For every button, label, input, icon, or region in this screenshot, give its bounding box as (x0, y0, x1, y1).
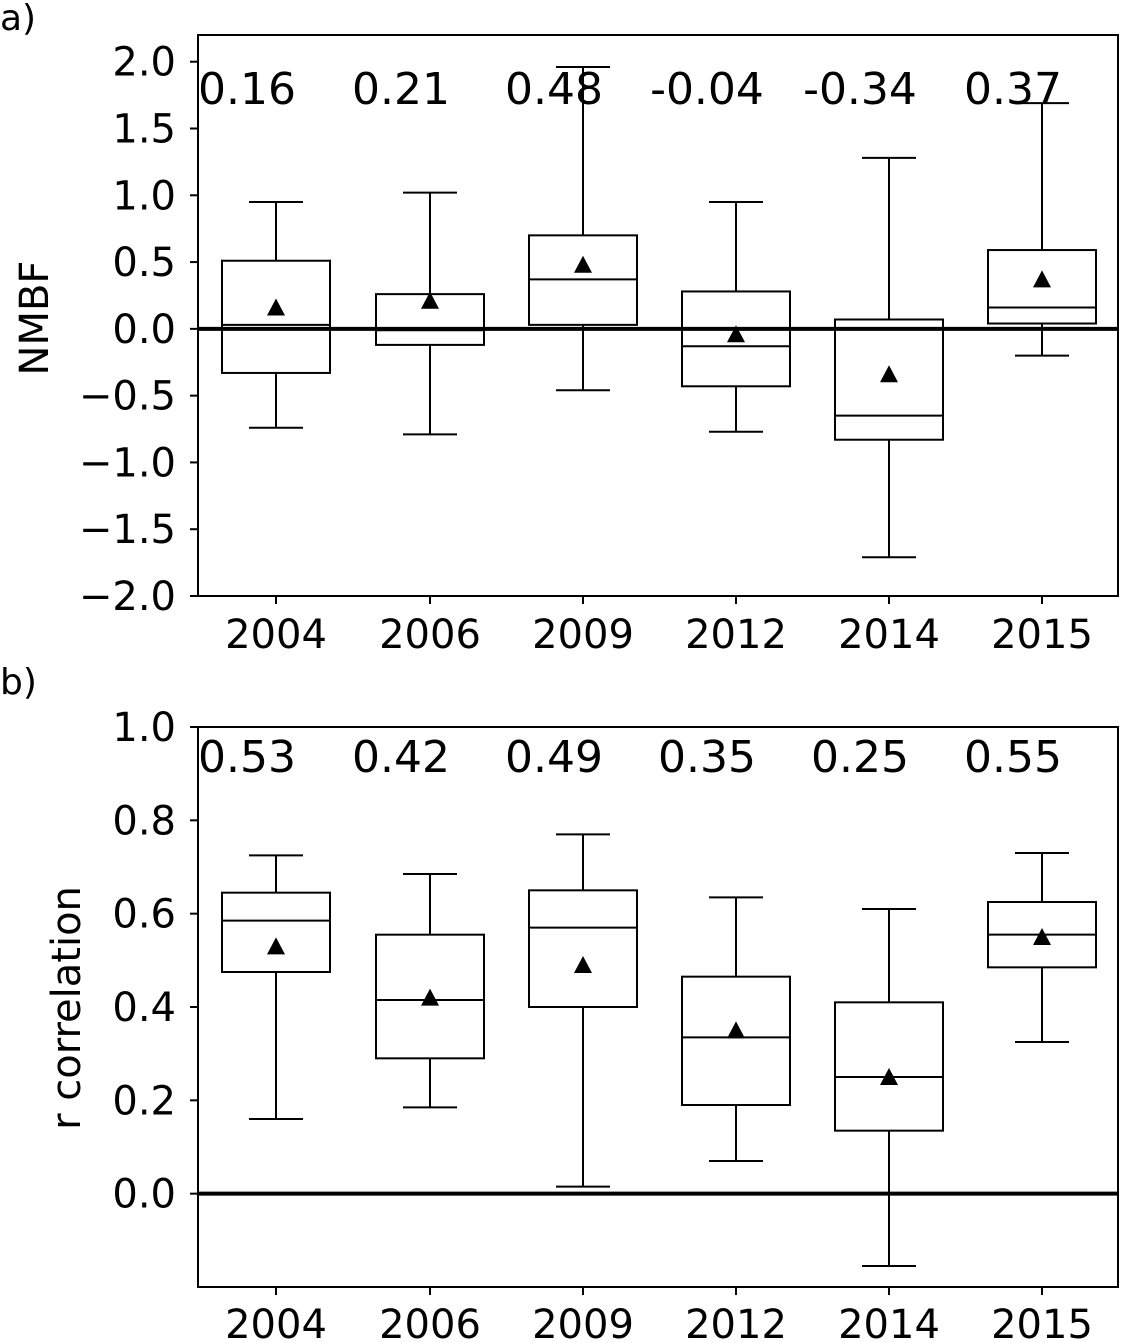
y-axis-label: NMBF (12, 261, 58, 376)
x-tick-label: 2006 (379, 612, 481, 658)
panel-b: b) r correlation 0.0 0.2 0.4 0.6 0.8 1.0 2004 0… (0, 662, 1119, 1343)
mean-annotation: -0.04 (650, 64, 764, 115)
y-tick-label: −2.0 (79, 574, 176, 620)
mean-marker (727, 1021, 745, 1039)
mean-annotation: 0.55 (964, 732, 1062, 783)
y-tick-label: −1.5 (79, 507, 176, 553)
iqr-box (221, 259, 331, 374)
mean-annotation: 0.42 (352, 732, 450, 783)
mean-marker (880, 1068, 898, 1085)
y-tick-label: 0.6 (112, 892, 176, 938)
iqr-box (681, 975, 791, 1107)
box-2006 (375, 191, 485, 436)
mean-marker (267, 298, 285, 316)
x-tick-label: 2014 (838, 612, 940, 658)
iqr-box (834, 318, 944, 441)
mean-annotation: -0.34 (803, 64, 917, 115)
box-2014 (834, 156, 944, 559)
box-2014 (834, 908, 944, 1267)
box-2009 (528, 66, 638, 392)
box-2006 (375, 873, 485, 1109)
box-2004 (221, 200, 331, 429)
mean-annotation: 0.49 (505, 732, 603, 783)
mean-marker (421, 291, 439, 309)
y-tick-label: 0.8 (112, 798, 176, 844)
mean-marker (880, 365, 898, 383)
plot-frame (197, 34, 1119, 597)
mean-annotation: 0.37 (964, 64, 1062, 115)
mean-marker (574, 956, 592, 973)
box-2004 (221, 854, 331, 1120)
y-tick-label: 1.0 (112, 173, 176, 219)
iqr-box (528, 889, 638, 1008)
panel-label: b) (0, 662, 37, 703)
y-tick-label: 2.0 (112, 40, 176, 86)
y-tick-label: 0.4 (112, 985, 176, 1031)
mean-annotation: 0.25 (811, 732, 909, 783)
mean-marker (421, 988, 439, 1006)
y-tick-label: 0.5 (112, 240, 176, 286)
mean-marker (574, 255, 592, 273)
iqr-box (987, 249, 1097, 325)
x-tick-label: 2004 (225, 1302, 327, 1343)
y-tick-label: −0.5 (79, 374, 176, 420)
x-tick-label: 2004 (225, 612, 327, 658)
plot-frame (197, 726, 1119, 1288)
y-axis-label: r correlation (44, 886, 90, 1130)
y-tick-label: 0.0 (112, 307, 176, 353)
box-2015 (987, 102, 1097, 357)
box-2012 (681, 896, 791, 1162)
x-tick-label: 2012 (685, 612, 787, 658)
y-tick-label: 1.5 (112, 107, 176, 153)
box-2009 (528, 833, 638, 1188)
mean-annotation: 0.35 (658, 732, 756, 783)
panel-label: a) (0, 0, 36, 39)
x-tick-label: 2015 (991, 1302, 1093, 1343)
iqr-box (681, 290, 791, 388)
x-tick-label: 2009 (532, 1302, 634, 1343)
mean-annotation: 0.16 (198, 64, 296, 115)
box-2012 (681, 200, 791, 433)
iqr-box (375, 933, 485, 1060)
panel-a: a) NMBF −2.0 −1.5 −1.0 −0.5 0.0 0.5 1.0 1.5 2.0 2… (0, 0, 1119, 658)
mean-marker (1033, 270, 1051, 288)
x-tick-label: 2006 (379, 1302, 481, 1343)
x-tick-label: 2015 (991, 612, 1093, 658)
y-tick-label: 0.0 (112, 1172, 176, 1218)
y-tick-label: 1.0 (112, 705, 176, 751)
y-tick-label: −1.0 (79, 440, 176, 486)
mean-annotation: 0.48 (505, 64, 603, 115)
mean-marker (727, 325, 745, 343)
mean-annotation: 0.53 (198, 732, 296, 783)
mean-marker (267, 937, 285, 955)
iqr-box (221, 891, 331, 974)
x-tick-label: 2009 (532, 612, 634, 658)
x-tick-label: 2014 (838, 1302, 940, 1343)
box-2015 (987, 852, 1097, 1043)
y-tick-label: 0.2 (112, 1078, 176, 1124)
mean-annotation: 0.21 (352, 64, 450, 115)
x-tick-label: 2012 (685, 1302, 787, 1343)
iqr-box (834, 1001, 944, 1132)
mean-marker (1033, 928, 1051, 945)
